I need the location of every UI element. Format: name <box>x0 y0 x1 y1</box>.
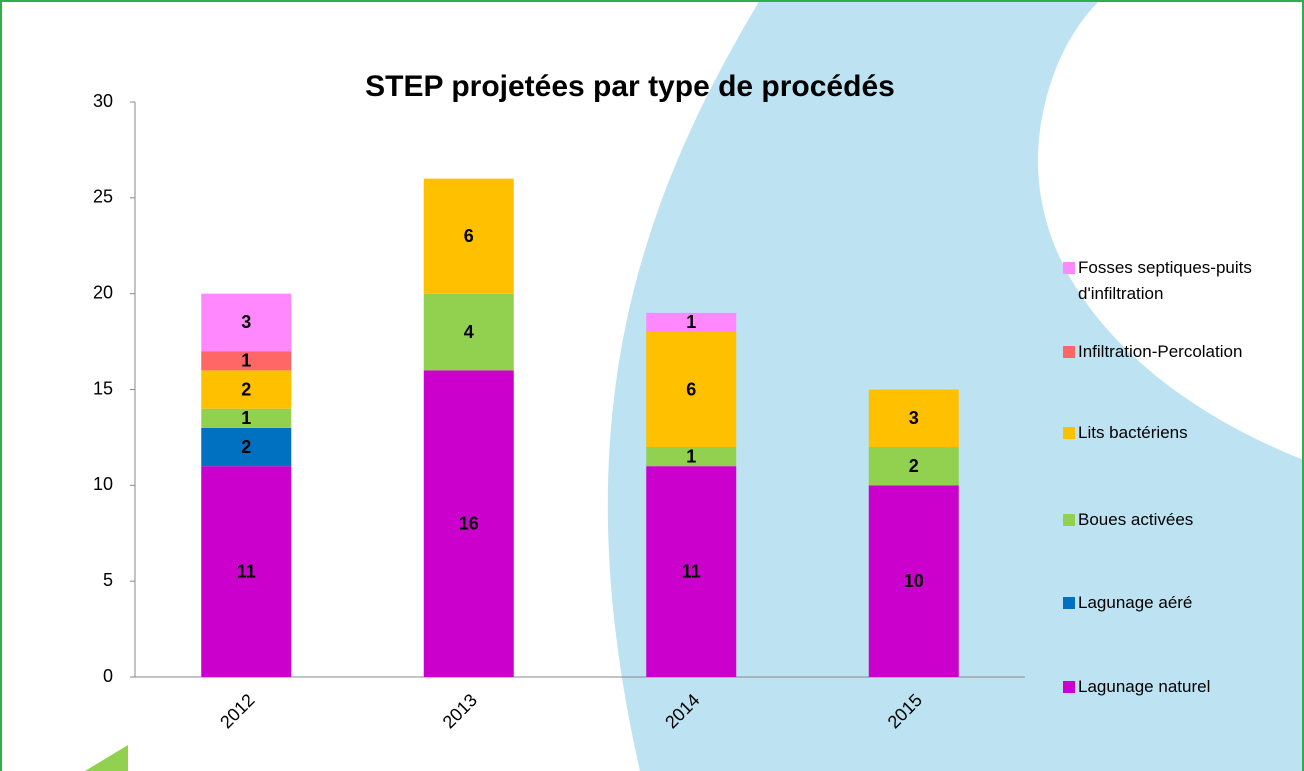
x-tick-label: 2013 <box>439 690 481 732</box>
data-label: 6 <box>686 379 696 399</box>
data-label: 4 <box>464 322 474 342</box>
data-label: 10 <box>904 571 924 591</box>
data-label: 16 <box>459 513 479 533</box>
data-label: 1 <box>686 446 696 466</box>
decor-corner <box>85 745 128 771</box>
data-label: 6 <box>464 226 474 246</box>
data-label: 2 <box>909 456 919 476</box>
legend-label: Fosses septiques-puits d'infiltration <box>1078 255 1298 307</box>
data-label: 1 <box>241 408 251 428</box>
data-label: 2 <box>241 379 251 399</box>
legend-label: Lagunage aéré <box>1078 590 1298 616</box>
y-tick-label: 0 <box>103 666 113 686</box>
legend-swatch <box>1063 346 1075 358</box>
legend-swatch <box>1063 597 1075 609</box>
y-tick-label: 5 <box>103 570 113 590</box>
legend-label: Lits bactériens <box>1078 420 1298 446</box>
y-tick-label: 15 <box>93 378 113 398</box>
data-label: 11 <box>682 561 701 581</box>
legend-label: Boues activées <box>1078 507 1298 533</box>
y-tick-label: 10 <box>93 474 113 494</box>
data-label: 1 <box>686 312 696 332</box>
data-label: 11 <box>237 561 256 581</box>
x-tick-label: 2012 <box>216 690 258 732</box>
chart: STEP projetées par type de procédés 0 5 10… <box>0 0 1304 771</box>
data-label: 2 <box>241 437 251 457</box>
data-label: 3 <box>241 312 251 332</box>
chart-title: STEP projetées par type de procédés <box>365 70 895 103</box>
page: STEP projetées par type de procédés 0 5 10… <box>0 0 1304 771</box>
legend-swatch <box>1063 514 1075 526</box>
y-tick-label: 20 <box>93 282 113 302</box>
legend-swatch <box>1063 427 1075 439</box>
legend-label: Infiltration-Percolation <box>1078 339 1298 365</box>
y-tick-label: 30 <box>93 91 113 111</box>
legend-swatch <box>1063 262 1075 274</box>
y-tick-label: 25 <box>93 187 113 207</box>
data-label: 1 <box>241 351 251 371</box>
legend-label: Lagunage naturel <box>1078 674 1298 700</box>
legend-swatch <box>1063 681 1075 693</box>
data-label: 3 <box>909 408 919 428</box>
